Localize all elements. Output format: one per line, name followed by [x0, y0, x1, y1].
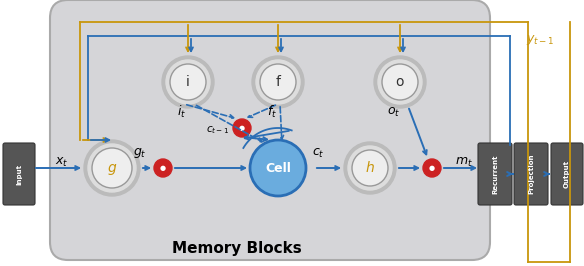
FancyBboxPatch shape — [3, 143, 35, 205]
Text: Recurrent: Recurrent — [492, 154, 498, 194]
Circle shape — [166, 60, 210, 104]
Circle shape — [170, 64, 206, 100]
Text: $x_t$: $x_t$ — [55, 155, 69, 169]
Circle shape — [382, 64, 418, 100]
Circle shape — [252, 56, 304, 108]
Circle shape — [352, 150, 388, 186]
Circle shape — [162, 56, 214, 108]
Circle shape — [256, 60, 300, 104]
FancyBboxPatch shape — [50, 0, 490, 260]
Text: $f_t$: $f_t$ — [267, 104, 277, 120]
Text: $o_t$: $o_t$ — [387, 105, 401, 119]
Circle shape — [260, 64, 296, 100]
Text: $c_{t-1}$: $c_{t-1}$ — [206, 124, 230, 136]
FancyBboxPatch shape — [551, 143, 583, 205]
Text: ●: ● — [160, 165, 166, 171]
Text: $c_t$: $c_t$ — [312, 147, 324, 160]
Circle shape — [154, 159, 172, 177]
Text: Cell: Cell — [265, 161, 291, 174]
Text: i: i — [186, 75, 190, 89]
Text: o: o — [396, 75, 404, 89]
Text: Input: Input — [16, 163, 22, 185]
Text: $g_t$: $g_t$ — [133, 146, 147, 160]
Text: ●: ● — [429, 165, 435, 171]
FancyBboxPatch shape — [514, 143, 548, 205]
Text: $m_t$: $m_t$ — [455, 155, 473, 169]
Circle shape — [378, 60, 422, 104]
Text: ●: ● — [239, 125, 245, 131]
Text: $i_t$: $i_t$ — [178, 104, 187, 120]
Text: f: f — [276, 75, 280, 89]
Circle shape — [233, 119, 251, 137]
Circle shape — [92, 148, 132, 188]
Circle shape — [88, 144, 136, 192]
Text: g: g — [107, 161, 116, 175]
Text: h: h — [366, 161, 374, 175]
Text: Projection: Projection — [528, 154, 534, 194]
Text: Output: Output — [564, 160, 570, 188]
Circle shape — [348, 146, 392, 190]
Circle shape — [84, 140, 140, 196]
Circle shape — [423, 159, 441, 177]
Circle shape — [250, 140, 306, 196]
FancyBboxPatch shape — [478, 143, 512, 205]
Text: Memory Blocks: Memory Blocks — [172, 240, 302, 256]
Circle shape — [374, 56, 426, 108]
Text: $y_{t-1}$: $y_{t-1}$ — [526, 33, 554, 47]
Circle shape — [344, 142, 396, 194]
